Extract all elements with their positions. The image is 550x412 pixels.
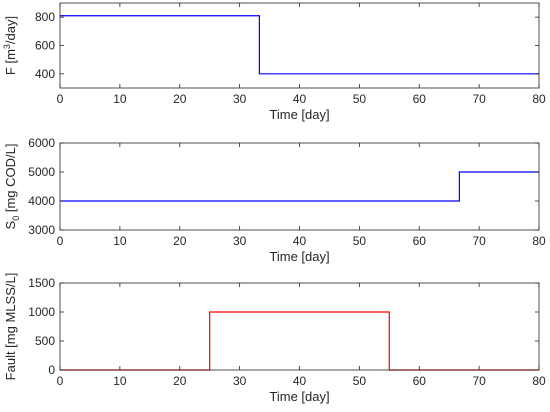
x-tick-label: 80	[532, 374, 546, 388]
series-line-1-1	[60, 15, 539, 75]
y-tick-label: 0	[48, 363, 55, 377]
y-axis-label-sub: 0	[11, 216, 21, 221]
x-tick-label: 50	[353, 374, 367, 388]
x-tick-label: 40	[293, 374, 307, 388]
x-tick-label: 10	[113, 234, 127, 248]
x-tick-label: 40	[293, 234, 307, 248]
x-tick-label: 50	[353, 92, 367, 106]
x-tick-label: 70	[472, 374, 486, 388]
x-axis-label: Time [day]	[269, 107, 329, 122]
y-axis-label-main: Fault [mg MLSS/L]	[3, 273, 18, 381]
chart-panel-2: 0 10 20 30 40 50 60 70 80 3000 4000 5000 6000 Time [d…	[3, 136, 546, 264]
x-tick-label: 20	[173, 374, 187, 388]
x-tick-label: 40	[293, 92, 307, 106]
x-axis-label: Time [day]	[269, 249, 329, 264]
x-tick-label: 10	[113, 374, 127, 388]
x-tick-label: 60	[413, 92, 427, 106]
x-tick-label: 70	[472, 234, 486, 248]
y-axis-label-tail: [mg COD/L]	[3, 144, 18, 216]
x-tick-label: 30	[233, 92, 247, 106]
plot-frame	[59, 282, 540, 371]
y-axis-label: S0 [mg COD/L]	[3, 144, 21, 230]
x-axis-label: Time [day]	[269, 389, 329, 404]
y-axis-label-main: F [m	[3, 49, 18, 75]
x-tick-label: 80	[532, 92, 546, 106]
x-tick-label: 0	[57, 234, 64, 248]
y-axis-label-sup: 3	[2, 44, 12, 49]
y-tick-label: 800	[35, 10, 55, 24]
y-tick-label: 500	[35, 334, 55, 348]
y-tick-label: 3000	[28, 223, 55, 237]
plot-frame	[59, 142, 540, 231]
y-axis-label: Fault [mg MLSS/L]	[3, 273, 18, 381]
x-tick-label: 0	[57, 374, 64, 388]
x-tick-label: 60	[413, 374, 427, 388]
x-tick-label: 30	[233, 234, 247, 248]
y-tick-label: 4000	[28, 194, 55, 208]
y-tick-label: 1000	[28, 305, 55, 319]
series-line-3-1	[60, 311, 539, 371]
x-tick-label: 60	[413, 234, 427, 248]
y-tick-label: 6000	[28, 136, 55, 150]
chart-panel-3: 0 10 20 30 40 50 60 70 80 0 500 1000 1500 Time [day] F…	[3, 273, 546, 404]
y-tick-label: 400	[35, 67, 55, 81]
chart-panel-1: 0 10 20 30 40 50 60 70 80 400 600 800 Time [day] F [m…	[2, 2, 546, 122]
x-tick-label: 50	[353, 234, 367, 248]
y-tick-label: 600	[35, 39, 55, 53]
x-tick-label: 80	[532, 234, 546, 248]
y-tick-label: 1500	[28, 276, 55, 290]
y-axis-label-tail: /day]	[3, 16, 18, 44]
y-axis-label-main: S	[3, 220, 18, 229]
series-line-2-1	[60, 171, 539, 202]
y-tick-label: 5000	[28, 165, 55, 179]
x-tick-label: 70	[472, 92, 486, 106]
x-tick-label: 0	[57, 92, 64, 106]
x-tick-label: 20	[173, 234, 187, 248]
x-tick-label: 10	[113, 92, 127, 106]
x-tick-label: 20	[173, 92, 187, 106]
y-axis-label: F [m3/day]	[2, 16, 18, 75]
x-tick-label: 30	[233, 374, 247, 388]
